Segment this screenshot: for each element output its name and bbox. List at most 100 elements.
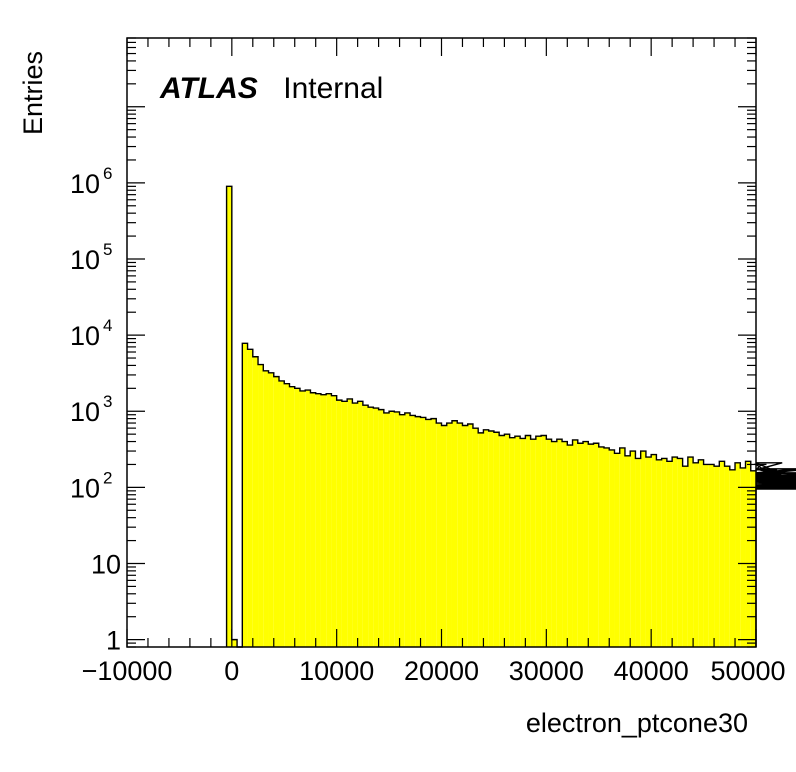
histogram-bar (410, 415, 416, 647)
histogram-bar (525, 435, 531, 647)
histogram-bar (352, 403, 358, 647)
x-tick-label: 10000 (299, 656, 374, 686)
histogram-bar (425, 419, 432, 647)
histogram-bars (226, 186, 756, 648)
histogram-bar (651, 454, 657, 647)
histogram-bar (724, 466, 730, 647)
histogram-bar (640, 451, 646, 647)
histogram-bar (535, 436, 542, 647)
histogram-bar (514, 436, 521, 647)
x-tick-label: 50000 (710, 656, 785, 686)
histogram-bar (483, 429, 489, 647)
histogram-bar (478, 432, 484, 647)
histogram-bar (273, 376, 280, 647)
histogram-bar (614, 453, 620, 647)
histogram-bar (258, 364, 264, 647)
y-tick-label: 10 (70, 397, 100, 427)
histogram-bar (729, 469, 736, 647)
histogram-bar (368, 407, 374, 647)
histogram-bar (462, 425, 468, 647)
histogram-bar (635, 458, 641, 647)
y-tick-label: 10 (70, 473, 100, 503)
histogram-bar (263, 370, 269, 647)
histogram-bar (294, 388, 300, 647)
histogram-bar (745, 461, 751, 647)
histogram-bar (677, 458, 683, 647)
histogram-bar (373, 408, 379, 647)
histogram-bar (326, 393, 332, 647)
histogram-bar (530, 439, 536, 647)
histogram-bar (499, 435, 505, 647)
atlas-bold-label: ATLAS (159, 72, 258, 105)
histogram-bar (698, 459, 704, 647)
histogram-bar (567, 445, 573, 647)
histogram-bar (279, 380, 285, 647)
histogram-bar (341, 401, 348, 647)
histogram-bar (362, 405, 369, 647)
atlas-status-label: Internal (283, 72, 383, 105)
y-tick-label: 1 (106, 626, 121, 656)
y-tick-label: 10 (70, 245, 100, 275)
histogram-bar (299, 390, 306, 647)
histogram-bar (593, 443, 599, 647)
histogram-bar (504, 434, 510, 647)
histogram-bar (404, 412, 411, 647)
histogram-bar (378, 409, 384, 647)
histogram-bar (609, 449, 615, 647)
histogram-bar (583, 441, 589, 647)
histogram-bar (493, 432, 500, 647)
histogram-bar (336, 400, 342, 647)
histogram-bar (541, 435, 547, 647)
histogram-bar (714, 466, 720, 647)
histogram-bar (672, 457, 678, 647)
histogram-bar (420, 417, 426, 647)
histogram-bar (446, 423, 452, 647)
histogram-bar (436, 423, 442, 647)
histogram-bar (693, 462, 699, 647)
histogram-bar (457, 423, 463, 647)
y-tick-label: 10 (91, 550, 121, 580)
x-tick-labels: −10000 0 10000 20000 30000 40000 50000 (82, 656, 786, 686)
histogram-bar (740, 467, 746, 647)
histogram-bar (661, 458, 667, 647)
histogram-bar (735, 462, 741, 647)
x-tick-label: 30000 (509, 656, 584, 686)
histogram-bar (488, 431, 494, 647)
y-tick-exponent: 2 (103, 468, 112, 487)
histogram-bar (289, 386, 295, 647)
histogram-bar (357, 401, 363, 647)
histogram-bar (666, 461, 673, 647)
histogram-bar (268, 372, 274, 647)
histogram-bar (645, 457, 652, 647)
x-tick-label: 40000 (614, 656, 689, 686)
histogram-bar (656, 459, 662, 647)
histogram-bar (562, 441, 568, 647)
histogram-bar (708, 464, 715, 647)
histogram-bar (619, 447, 625, 647)
histogram-bar (598, 446, 604, 647)
y-tick-label: 10 (70, 169, 100, 199)
histogram-bar (315, 393, 321, 647)
histogram-bar (231, 639, 238, 647)
histogram-bar (399, 414, 405, 647)
axis-ticks (126, 37, 757, 648)
histogram-bar (572, 439, 578, 647)
histogram-bar (226, 186, 232, 648)
histogram-bar (451, 420, 458, 647)
y-tick-exponent: 6 (103, 164, 112, 183)
histogram-bar (383, 412, 390, 647)
histogram-bar (588, 444, 594, 647)
histogram-bar (472, 428, 479, 647)
histogram-bar (305, 390, 311, 647)
histogram-bar (551, 441, 557, 647)
histogram-outline (225, 185, 796, 648)
histogram-bar (750, 470, 756, 647)
histogram-bar (546, 439, 552, 647)
x-tick-label: 20000 (404, 656, 479, 686)
x-axis-label: electron_ptcone30 (526, 708, 748, 738)
histogram-bar (703, 464, 709, 647)
histogram-bar (603, 447, 610, 647)
histogram-bar (431, 418, 437, 648)
x-tick-label: 0 (224, 656, 239, 686)
